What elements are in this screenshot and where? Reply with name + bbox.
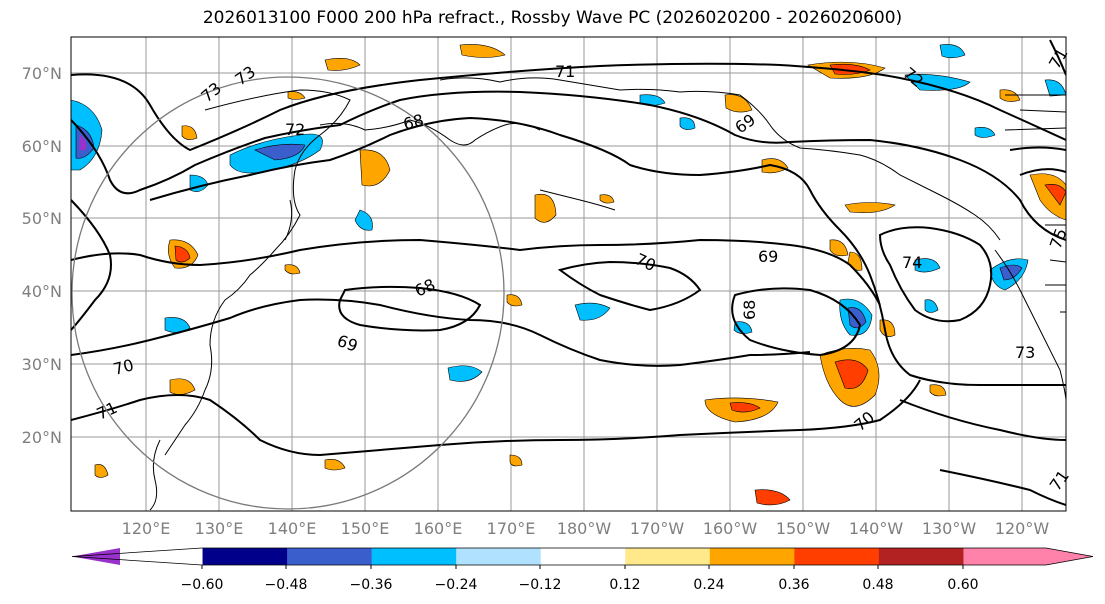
colorbar-segment bbox=[625, 548, 711, 565]
longitude-label: 120°W bbox=[995, 519, 1050, 538]
colorbar-segment bbox=[963, 548, 1049, 565]
longitude-label: 130°W bbox=[922, 519, 977, 538]
colorbar-tick-label: −0.36 bbox=[350, 577, 393, 593]
colorbar-tick-label: 0.36 bbox=[778, 577, 809, 593]
longitude-label: 160°E bbox=[414, 519, 463, 538]
colorbar-segment bbox=[287, 548, 373, 565]
colorbar-segment bbox=[456, 548, 542, 565]
colorbar-tick-label: −0.48 bbox=[265, 577, 308, 593]
longitude-label: 170°W bbox=[630, 519, 685, 538]
colorbar-segment bbox=[202, 548, 288, 565]
contour-label: 68 bbox=[401, 110, 426, 134]
colorbar-extend-min bbox=[72, 548, 120, 565]
graticule bbox=[71, 37, 1066, 511]
longitude-label: 140°W bbox=[849, 519, 904, 538]
longitude-label: 180°W bbox=[557, 519, 612, 538]
contour-label: 74 bbox=[902, 253, 922, 272]
latitude-label: 50°N bbox=[22, 209, 62, 228]
contour-label: 73 bbox=[1015, 343, 1035, 362]
colorbar-tick-label: 0.60 bbox=[947, 577, 978, 593]
latitude-label: 30°N bbox=[22, 355, 62, 374]
colorbar-tick-label: 0.48 bbox=[862, 577, 893, 593]
longitude-label: 150°W bbox=[776, 519, 831, 538]
map-title: 2026013100 F000 200 hPa refract., Rossby… bbox=[202, 8, 903, 28]
colorbar-segment bbox=[878, 548, 964, 565]
colorbar-segment bbox=[794, 548, 880, 565]
latitude-labels: 70°N 60°N 50°N 40°N 30°N 20°N bbox=[22, 64, 62, 447]
longitude-label: 130°E bbox=[195, 519, 244, 538]
longitude-labels: 120°E 130°E 140°E 150°E 160°E 170°E 180°W 170°W… bbox=[122, 519, 1050, 538]
longitude-label: 120°E bbox=[122, 519, 171, 538]
colorbar-tick-label: −0.24 bbox=[435, 577, 478, 593]
colorbar-tick-label: −0.12 bbox=[519, 577, 562, 593]
refractivity-contours bbox=[71, 39, 1066, 506]
contour-label: 71 bbox=[555, 62, 575, 81]
contour-label: 72 bbox=[285, 120, 305, 139]
colorbar-segment bbox=[371, 548, 457, 565]
longitude-label: 160°W bbox=[703, 519, 758, 538]
longitude-label: 170°E bbox=[487, 519, 536, 538]
map-area bbox=[71, 37, 1066, 511]
colorbar-tick-label: −0.60 bbox=[181, 577, 224, 593]
radius-circle bbox=[71, 76, 505, 510]
coastlines bbox=[149, 77, 1066, 511]
contour-label: 68 bbox=[740, 300, 759, 320]
latitude-label: 60°N bbox=[22, 137, 62, 156]
anomaly-shading bbox=[71, 44, 1066, 506]
latitude-label: 20°N bbox=[22, 428, 62, 447]
contour-label: 70 bbox=[111, 355, 136, 379]
colorbar: −0.60 −0.48 −0.36 −0.24 −0.12 0.12 0.24 0.36 0.4… bbox=[71, 547, 1094, 593]
longitude-label: 140°E bbox=[268, 519, 317, 538]
longitude-label: 150°E bbox=[341, 519, 390, 538]
map-frame bbox=[70, 36, 1067, 512]
latitude-label: 40°N bbox=[22, 282, 62, 301]
colorbar-segment bbox=[540, 548, 626, 565]
contour-label: 69 bbox=[758, 247, 778, 266]
colorbar-extend-max bbox=[1046, 548, 1093, 565]
colorbar-tick-label: 0.12 bbox=[609, 577, 640, 593]
latitude-label: 70°N bbox=[22, 64, 62, 83]
colorbar-tick-label: 0.24 bbox=[693, 577, 724, 593]
colorbar-segment bbox=[709, 548, 795, 565]
